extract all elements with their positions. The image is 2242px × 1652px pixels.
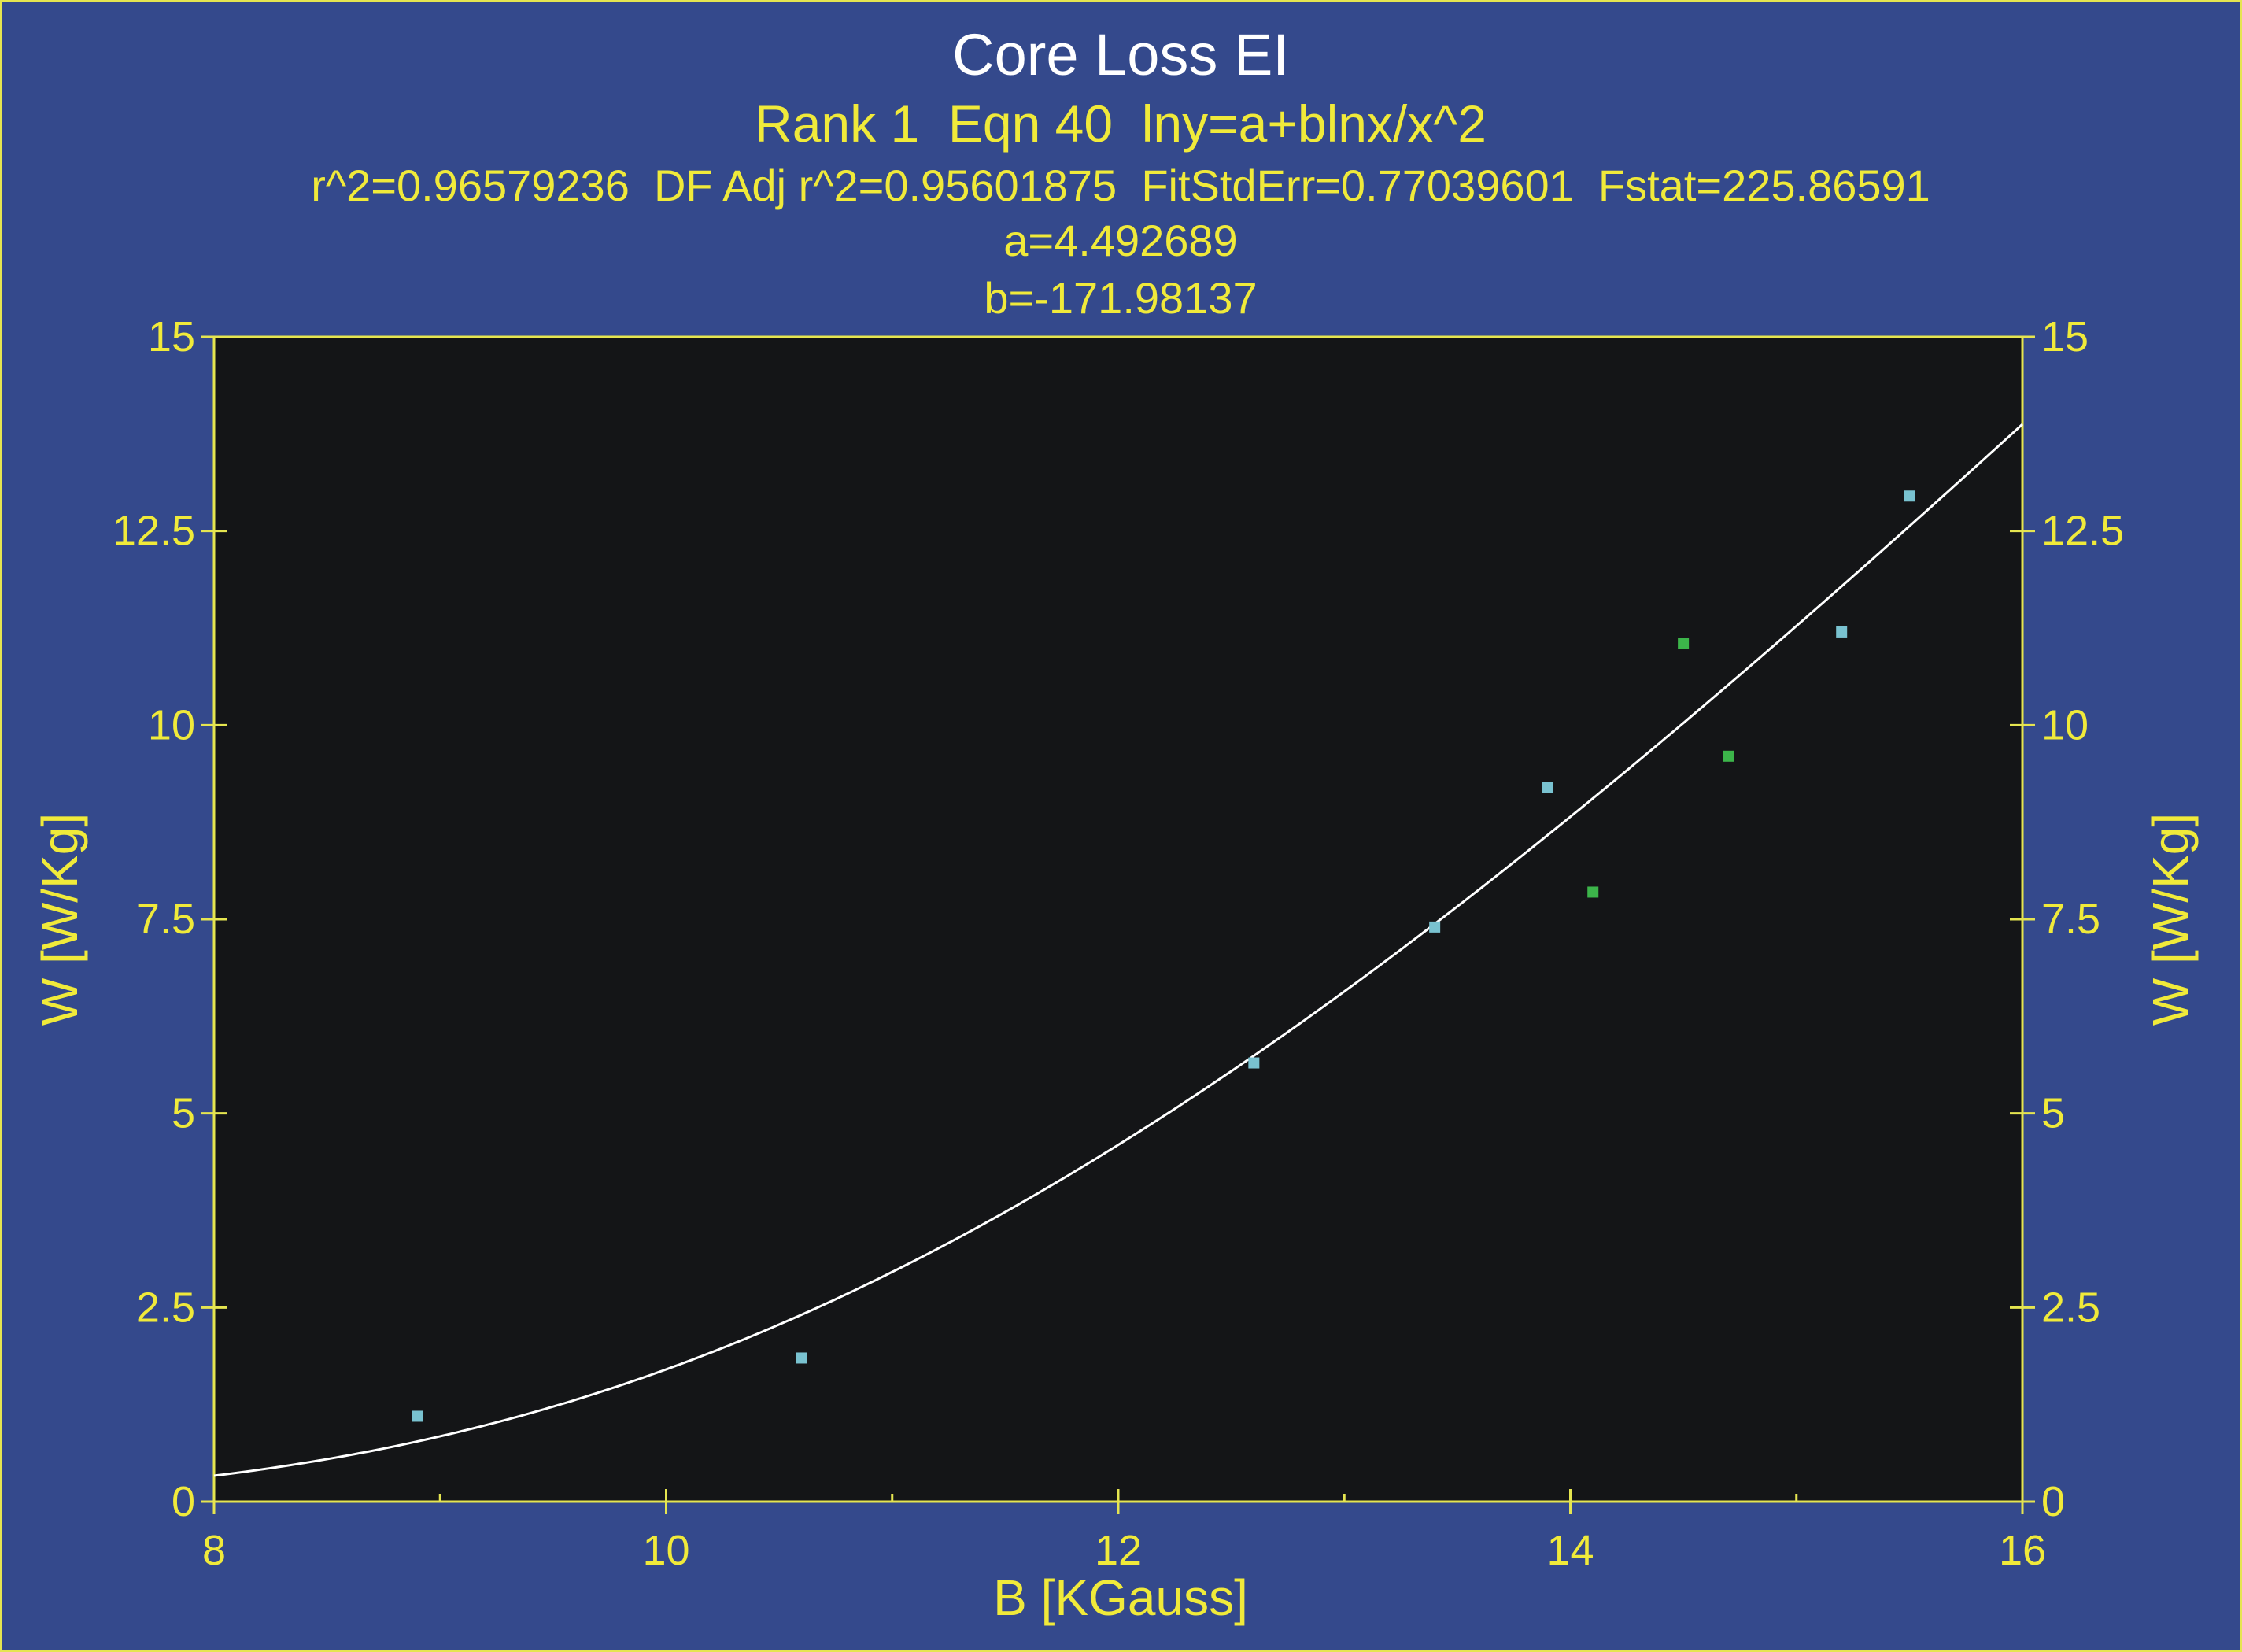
y-tick-label-right: 2.5: [2041, 1284, 2100, 1331]
y-tick-label-left: 10: [148, 701, 195, 748]
x-tick-label: 10: [642, 1527, 689, 1574]
data-point: [1248, 1057, 1260, 1069]
data-point: [796, 1352, 807, 1364]
y-axis-label-left: W [W/Kg]: [31, 813, 88, 1026]
axis-ticks: [201, 335, 2035, 1514]
x-tick-label: 14: [1546, 1527, 1594, 1574]
fit-curve: [213, 423, 2024, 1477]
x-tick-label: 12: [1095, 1527, 1142, 1574]
fit-parameter-a: a=4.492689: [1003, 216, 1237, 265]
y-tick-label-right: 7.5: [2041, 896, 2100, 943]
x-tick-label: 8: [202, 1527, 226, 1574]
plot-area: [212, 335, 2024, 1503]
data-point: [1542, 782, 1553, 793]
chart-title: Core Loss EI: [952, 22, 1289, 87]
y-tick-label-right: 10: [2041, 701, 2089, 748]
fit-parameter-b: b=-171.98137: [984, 273, 1257, 323]
x-tick-label: 16: [1999, 1527, 2046, 1574]
y-tick-label-left: 5: [172, 1090, 195, 1137]
y-tick-label-left: 7.5: [136, 896, 195, 943]
data-point: [1678, 638, 1690, 649]
y-tick-label-right: 0: [2041, 1478, 2065, 1525]
data-points: [412, 490, 1915, 1422]
chart-subtitle: Rank 1 Eqn 40 lny=a+blnx/x^2: [755, 94, 1487, 153]
data-point: [1723, 750, 1734, 762]
y-tick-label-left: 15: [148, 313, 195, 360]
y-tick-label-left: 2.5: [136, 1284, 195, 1331]
fit-statistics: r^2=0.96579236 DF Adj r^2=0.95601875 Fit…: [311, 161, 1930, 210]
data-point: [1429, 921, 1441, 933]
y-axis-label-right: W [W/Kg]: [2142, 813, 2199, 1026]
y-tick-label-right: 5: [2041, 1090, 2065, 1137]
data-point: [1836, 626, 1848, 638]
x-axis-label: B [KGauss]: [993, 1569, 1248, 1626]
data-point: [412, 1410, 423, 1422]
data-point: [1587, 886, 1599, 898]
data-point: [1904, 490, 1915, 502]
y-tick-label-right: 15: [2041, 313, 2089, 360]
y-tick-label-right: 12.5: [2041, 508, 2124, 555]
y-tick-label-left: 0: [172, 1478, 195, 1525]
y-tick-label-left: 12.5: [113, 508, 195, 555]
